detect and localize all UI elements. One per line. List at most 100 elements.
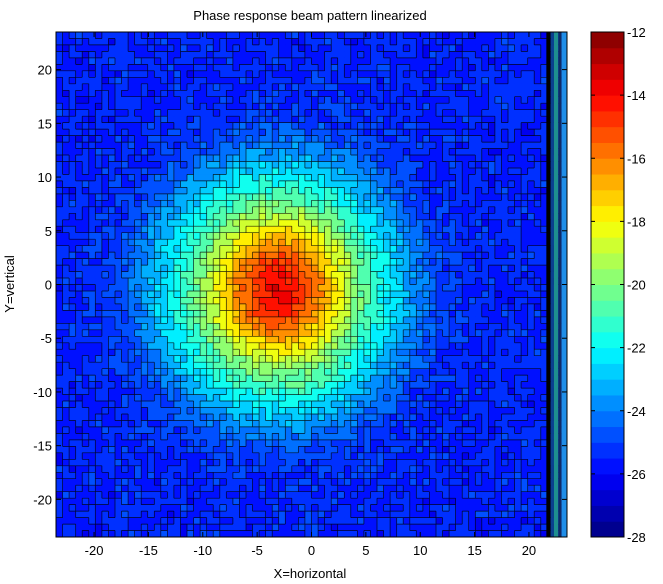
heatmap-cell [390,401,398,409]
heatmap-cell [304,265,313,273]
heatmap-cell [363,439,372,447]
heatmap-cell [82,355,90,363]
heatmap-cell [219,180,227,188]
heatmap-cell [259,193,267,201]
heatmap-cell [534,316,542,324]
heatmap-cell [514,174,522,182]
heatmap-cell [167,129,175,137]
heatmap-cell [416,310,424,318]
heatmap-cell [435,323,444,331]
heatmap-cell [101,122,110,130]
heatmap-cell [278,439,286,447]
heatmap-cell [252,129,260,137]
heatmap-cell [468,122,476,130]
heatmap-cell [534,70,542,78]
heatmap-cell [324,96,332,104]
heatmap-cell [82,129,90,137]
heatmap-cell [265,362,273,370]
heatmap-cell [455,433,463,441]
heatmap-cell [75,206,83,214]
heatmap-cell [187,57,195,65]
heatmap-cell [147,303,155,311]
heatmap-cell [494,219,503,227]
heatmap-cell [331,44,339,53]
heatmap-cell [82,310,90,318]
heatmap-cell [324,310,332,318]
heatmap-cell [82,44,90,53]
heatmap-cell [154,349,162,357]
heatmap-cell [416,57,424,65]
heatmap-cell [344,381,352,389]
heatmap-cell [481,349,489,357]
heatmap-cell [429,349,437,357]
heatmap-cell [370,226,378,234]
heatmap-cell [180,271,188,279]
heatmap-cell [527,77,535,85]
heatmap-cell [481,83,489,91]
heatmap-cell [462,155,470,163]
heatmap-cell [213,200,221,208]
heatmap-cell [540,368,548,376]
heatmap-cell [331,174,339,182]
heatmap-cell [521,355,529,363]
heatmap-cell [285,439,293,447]
heatmap-cell [442,57,450,65]
heatmap-cell [409,368,417,376]
heatmap-cell [304,219,313,227]
heatmap-cell [363,38,372,46]
heatmap-cell [128,362,136,370]
heatmap-cell [134,381,142,389]
heatmap-cell [409,77,417,85]
heatmap-cell [219,245,227,253]
heatmap-cell [416,388,424,396]
heatmap-cell [527,310,535,318]
heatmap-cell [200,193,208,201]
heatmap-cell [442,83,450,91]
heatmap-cell [540,90,548,98]
heatmap-cell [272,226,280,234]
heatmap-cell [370,129,378,137]
heatmap-cell [429,245,437,253]
heatmap-cell [134,426,142,435]
heatmap-cell [167,362,175,370]
heatmap-cell [56,109,64,117]
heatmap-cell [377,161,385,169]
heatmap-cell [167,401,175,409]
heatmap-cell [134,161,142,169]
heatmap-cell [318,316,326,324]
heatmap-cell [213,206,221,214]
heatmap-cell [108,135,116,143]
heatmap-cell [245,433,254,441]
heatmap-cell [62,83,70,91]
heatmap-cell [147,70,155,78]
heatmap-cell [422,116,431,124]
heatmap-cell [259,439,267,447]
heatmap-cell [494,252,503,260]
heatmap-cell [442,180,450,188]
heatmap-cell [154,342,162,350]
heatmap-cell [357,180,365,188]
heatmap-cell [88,381,96,389]
heatmap-cell [88,310,96,318]
heatmap-cell [265,206,273,214]
heatmap-cell [344,193,352,201]
heatmap-cell [121,148,129,156]
heatmap-cell [160,57,168,65]
heatmap-cell [187,213,195,221]
heatmap-cell [265,342,273,350]
heatmap-cell [160,316,168,324]
heatmap-cell [396,290,404,299]
heatmap-cell [324,388,332,396]
heatmap-cell [69,323,77,331]
heatmap-cell [62,323,70,331]
heatmap-cell [180,362,188,370]
heatmap-cell [232,303,241,311]
heatmap-cell [245,83,254,91]
heatmap-cell [488,239,496,247]
heatmap-cell [75,420,83,428]
heatmap-cell [304,44,313,53]
heatmap-cell [442,129,450,137]
heatmap-cell [383,64,391,72]
heatmap-cell [226,368,234,376]
heatmap-cell [252,381,260,389]
